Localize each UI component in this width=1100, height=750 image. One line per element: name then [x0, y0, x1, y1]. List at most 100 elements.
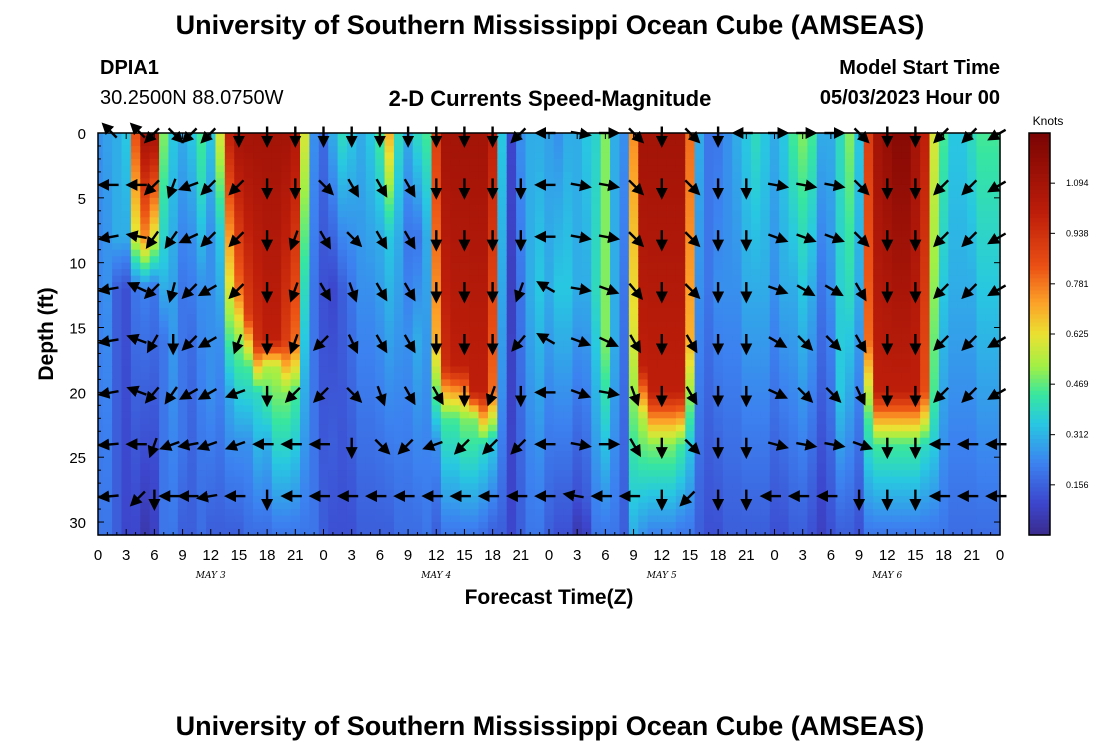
heat-cell [309, 288, 320, 296]
heat-cell [149, 470, 160, 478]
heat-cell [234, 457, 245, 465]
heat-cell [487, 321, 498, 329]
heat-cell [779, 230, 790, 238]
heat-cell [600, 444, 611, 452]
heat-cell [610, 522, 621, 530]
heat-cell [450, 418, 461, 426]
heat-cell [393, 223, 404, 231]
heat-cell [253, 308, 264, 316]
heat-cell [581, 262, 592, 270]
heat-cell [610, 256, 621, 264]
heat-cell [130, 158, 141, 167]
heat-cell [243, 359, 254, 368]
heat-cell [816, 230, 827, 238]
heat-cell [309, 301, 320, 309]
heat-cell [487, 450, 498, 458]
heat-cell [102, 217, 113, 225]
heat-cell [797, 236, 808, 244]
heat-cell [412, 392, 423, 400]
heat-cell [412, 463, 423, 471]
heat-cell [121, 379, 132, 387]
heat-cell [572, 496, 583, 504]
heat-cell [196, 204, 207, 212]
heat-cell [196, 308, 207, 316]
heat-cell [769, 314, 780, 322]
heat-cell [346, 496, 357, 504]
heat-cell [704, 301, 715, 309]
heat-cell [591, 236, 602, 244]
heat-cell [497, 217, 508, 225]
heat-cell [788, 444, 799, 452]
heat-cell [779, 204, 790, 212]
heat-cell [365, 236, 376, 244]
heat-cell [769, 145, 780, 154]
heat-cell [563, 178, 574, 186]
heat-cell [619, 275, 630, 283]
heat-cell [760, 379, 771, 387]
heat-cell [769, 152, 780, 160]
heat-cell [760, 236, 771, 244]
heat-cell [732, 282, 743, 290]
heat-cell [130, 269, 141, 277]
heat-cell [816, 457, 827, 465]
heat-cell [271, 210, 282, 218]
heat-cell [628, 321, 639, 329]
heat-cell [168, 379, 179, 387]
heat-cell [675, 236, 686, 244]
heat-cell [412, 496, 423, 504]
heat-cell [121, 411, 132, 419]
heat-cell [826, 444, 837, 452]
heat-cell [281, 262, 292, 270]
heat-cell [365, 158, 376, 167]
heat-cell [346, 308, 357, 316]
heat-cell [675, 379, 686, 387]
heat-cell [713, 275, 724, 283]
heat-cell [365, 288, 376, 296]
heat-cell [516, 249, 527, 257]
heat-cell [102, 321, 113, 329]
heat-cell [318, 457, 329, 465]
heat-cell [516, 470, 527, 478]
heat-cell [835, 346, 846, 355]
heat-cell [215, 444, 226, 452]
heat-cell [647, 139, 658, 147]
heat-cell [384, 431, 395, 439]
heat-cell [356, 295, 367, 303]
heat-cell [816, 301, 827, 309]
heat-cell [516, 515, 527, 523]
heat-cell [234, 359, 245, 368]
heat-cell [102, 450, 113, 458]
heat-cell [196, 515, 207, 523]
heat-cell [262, 223, 273, 231]
heat-cell [469, 346, 480, 355]
heat-cell [375, 457, 386, 465]
heat-cell [177, 145, 188, 154]
heat-cell [253, 275, 264, 283]
heat-cell [159, 385, 170, 393]
heat-cell [234, 470, 245, 478]
heat-cell [478, 483, 489, 491]
heat-cell [553, 282, 564, 290]
heat-cell [807, 327, 818, 335]
heat-cell [675, 359, 686, 368]
heat-cell [121, 463, 132, 471]
heat-cell [271, 509, 282, 517]
heat-cell [271, 158, 282, 167]
heat-cell [140, 502, 151, 510]
heat-cell [779, 197, 790, 205]
heat-cell [121, 282, 132, 290]
heat-cell [375, 359, 386, 368]
heat-cell [412, 385, 423, 393]
heat-cell [657, 308, 668, 316]
heat-cell [638, 301, 649, 309]
heat-cell [215, 372, 226, 380]
heat-cell [769, 431, 780, 439]
heat-cell [591, 385, 602, 393]
heat-cell [459, 256, 470, 264]
heat-cell [657, 405, 668, 413]
heat-cell [187, 444, 198, 452]
heat-cell [797, 145, 808, 154]
heat-cell [290, 379, 301, 387]
heat-cell [628, 437, 639, 445]
